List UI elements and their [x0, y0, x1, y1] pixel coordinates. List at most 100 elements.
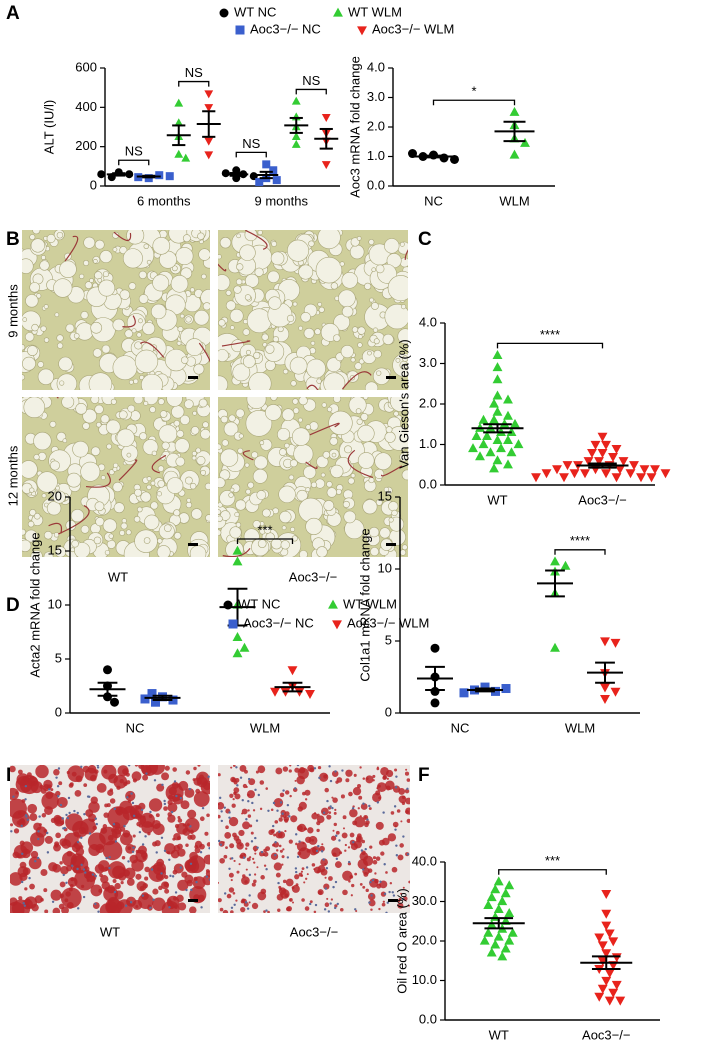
lipid — [349, 832, 355, 838]
vacuole — [251, 451, 259, 459]
vacuole — [362, 397, 369, 401]
y-tick-label: 0 — [55, 704, 62, 719]
y-tick-label: 10.0 — [412, 972, 437, 987]
collagen — [347, 449, 374, 478]
lipid — [273, 797, 284, 808]
lipid — [397, 902, 404, 909]
data-point — [181, 153, 191, 162]
vacuole — [328, 410, 353, 436]
nucleus — [296, 765, 300, 767]
vacuole — [191, 455, 197, 461]
y-tick-label: 2.0 — [367, 118, 385, 133]
vacuole — [218, 349, 229, 362]
lipid — [294, 874, 300, 880]
vacuole — [245, 488, 251, 495]
vacuole — [93, 258, 98, 264]
vacuole — [237, 447, 244, 454]
lipid — [328, 876, 333, 881]
lipid — [173, 896, 178, 901]
nucleus — [335, 857, 339, 861]
lipid — [374, 872, 377, 875]
vacuole — [373, 338, 380, 345]
row-label: 9 months — [5, 284, 20, 338]
vacuole — [143, 243, 149, 250]
lipid — [392, 821, 399, 828]
nucleus — [76, 811, 79, 815]
data-point — [600, 683, 610, 693]
data-point — [646, 473, 657, 483]
vacuole — [331, 452, 337, 458]
vacuole — [262, 508, 271, 518]
vacuole — [292, 301, 298, 307]
lipid — [243, 901, 249, 907]
lipid — [307, 765, 315, 772]
significance-bracket — [118, 159, 150, 166]
vacuole — [229, 526, 242, 539]
data-point — [550, 642, 560, 652]
nucleus — [369, 880, 372, 884]
vacuole — [125, 529, 132, 536]
micrograph-texture — [22, 230, 210, 390]
legend-marker — [228, 619, 238, 629]
lipid — [288, 839, 293, 844]
vacuole — [333, 334, 341, 342]
vacuole — [364, 282, 372, 290]
vacuole — [99, 250, 113, 264]
vacuole — [66, 472, 82, 488]
collagen — [198, 342, 210, 363]
lipid — [172, 793, 184, 805]
lipid — [178, 780, 189, 791]
vacuole — [382, 333, 394, 345]
lipid — [333, 822, 337, 827]
legend-marker — [333, 7, 343, 17]
lipid — [253, 879, 257, 884]
data-point — [501, 684, 511, 694]
vacuole — [220, 415, 229, 424]
lipid — [35, 765, 49, 779]
vacuole — [62, 438, 68, 444]
lipid — [354, 872, 358, 876]
vacuole — [65, 323, 75, 333]
lipid — [53, 769, 60, 776]
nucleus — [77, 907, 80, 910]
lipid — [382, 900, 385, 903]
lipid — [107, 861, 126, 879]
lipid — [66, 901, 74, 909]
nucleus — [334, 906, 337, 910]
lipid — [320, 807, 329, 816]
lipid — [228, 872, 234, 878]
lipid — [362, 855, 374, 866]
lipid — [334, 904, 338, 908]
collagen — [85, 472, 111, 488]
data-point — [269, 166, 278, 175]
data-point — [232, 545, 243, 555]
data-point — [272, 176, 281, 185]
vacuole — [200, 469, 207, 476]
nucleus — [96, 765, 99, 767]
data-point — [155, 171, 164, 180]
vacuole — [360, 412, 369, 421]
x-tick-label: NC — [126, 720, 145, 735]
vacuole — [112, 481, 123, 493]
vacuole — [298, 264, 314, 280]
nucleus — [131, 801, 135, 805]
lipid — [96, 782, 107, 793]
data-point — [103, 665, 112, 675]
lipid — [248, 901, 251, 904]
vacuole — [189, 287, 195, 293]
lipid — [163, 806, 168, 811]
data-point — [486, 892, 497, 902]
vacuole — [326, 357, 342, 373]
lipid — [248, 778, 256, 786]
lipid — [289, 794, 292, 798]
lipid — [347, 846, 351, 849]
nucleus — [383, 863, 386, 866]
scale-bar — [386, 376, 396, 379]
nucleus — [245, 818, 248, 821]
vacuole — [56, 373, 78, 390]
vacuole — [156, 545, 171, 557]
data-point — [560, 560, 571, 570]
data-point — [500, 943, 511, 953]
vacuole — [350, 357, 356, 363]
lipid — [230, 878, 233, 882]
